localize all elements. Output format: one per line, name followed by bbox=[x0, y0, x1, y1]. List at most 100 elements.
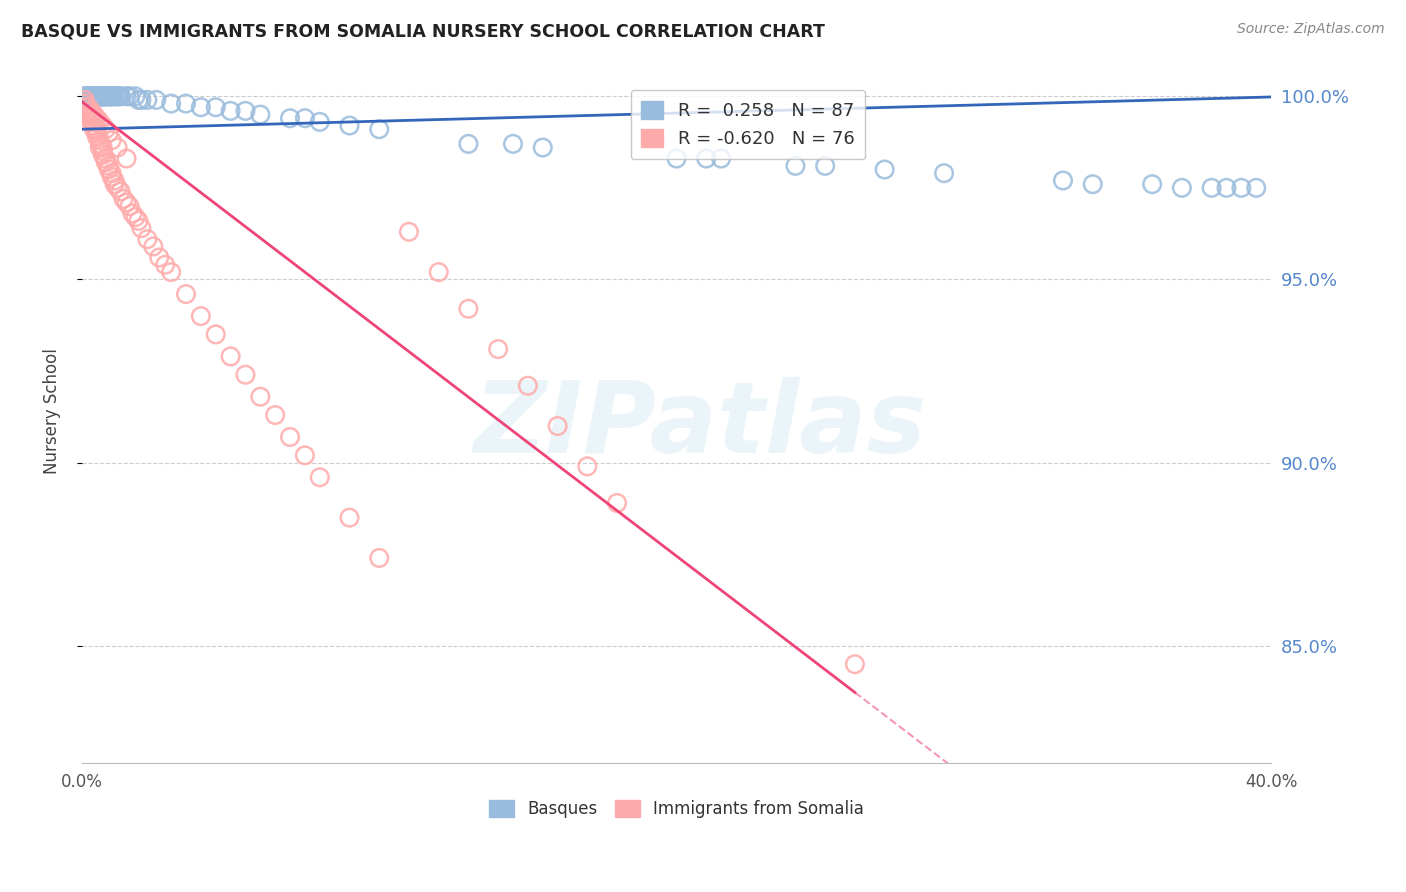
Point bbox=[235, 368, 257, 382]
Point bbox=[91, 148, 114, 162]
Point bbox=[83, 122, 105, 136]
Point bbox=[80, 89, 103, 103]
Point bbox=[86, 89, 108, 103]
Point bbox=[136, 232, 159, 246]
Point bbox=[94, 89, 117, 103]
Point bbox=[516, 378, 538, 392]
Point bbox=[174, 287, 197, 301]
Point bbox=[104, 173, 127, 187]
Point bbox=[80, 112, 103, 126]
Point bbox=[97, 89, 120, 103]
Point bbox=[107, 140, 129, 154]
Point bbox=[1215, 181, 1237, 195]
Point bbox=[160, 96, 183, 111]
Point bbox=[94, 89, 117, 103]
Point bbox=[89, 140, 111, 154]
Point bbox=[695, 152, 717, 166]
Point bbox=[86, 89, 108, 103]
Point bbox=[368, 550, 391, 565]
Point bbox=[100, 166, 122, 180]
Point bbox=[1201, 181, 1223, 195]
Point bbox=[118, 89, 141, 103]
Point bbox=[190, 309, 212, 323]
Point bbox=[278, 430, 301, 444]
Point bbox=[665, 152, 688, 166]
Point bbox=[83, 89, 105, 103]
Point bbox=[97, 159, 120, 173]
Text: ZIPatlas: ZIPatlas bbox=[474, 377, 927, 474]
Point bbox=[153, 258, 176, 272]
Point bbox=[486, 342, 509, 356]
Point bbox=[80, 89, 103, 103]
Point bbox=[73, 93, 96, 107]
Point bbox=[73, 100, 96, 114]
Point bbox=[86, 89, 108, 103]
Point bbox=[83, 107, 105, 121]
Point bbox=[80, 89, 103, 103]
Point bbox=[89, 89, 111, 103]
Point bbox=[97, 162, 120, 177]
Point bbox=[73, 96, 96, 111]
Point bbox=[83, 89, 105, 103]
Point bbox=[89, 136, 111, 151]
Point bbox=[80, 103, 103, 118]
Point bbox=[94, 89, 117, 103]
Point bbox=[576, 459, 599, 474]
Point bbox=[86, 122, 108, 136]
Point bbox=[80, 107, 103, 121]
Point bbox=[1081, 177, 1104, 191]
Point bbox=[100, 133, 122, 147]
Point bbox=[86, 89, 108, 103]
Point bbox=[110, 89, 132, 103]
Point bbox=[115, 89, 138, 103]
Point bbox=[94, 155, 117, 169]
Point bbox=[873, 162, 896, 177]
Point bbox=[104, 177, 127, 191]
Point bbox=[124, 89, 146, 103]
Point bbox=[264, 408, 287, 422]
Point bbox=[235, 103, 257, 118]
Point bbox=[89, 89, 111, 103]
Point bbox=[219, 103, 242, 118]
Point bbox=[398, 225, 420, 239]
Point bbox=[110, 89, 132, 103]
Point bbox=[104, 89, 127, 103]
Point bbox=[86, 126, 108, 140]
Point bbox=[91, 89, 114, 103]
Point bbox=[107, 89, 129, 103]
Point bbox=[547, 419, 569, 434]
Point bbox=[77, 89, 100, 103]
Point bbox=[249, 390, 271, 404]
Point bbox=[73, 89, 96, 103]
Point bbox=[89, 115, 111, 129]
Point bbox=[86, 89, 108, 103]
Point bbox=[204, 327, 226, 342]
Point bbox=[80, 115, 103, 129]
Point bbox=[308, 115, 330, 129]
Point bbox=[89, 89, 111, 103]
Point bbox=[97, 89, 120, 103]
Point bbox=[77, 103, 100, 118]
Point bbox=[136, 93, 159, 107]
Point bbox=[1171, 181, 1194, 195]
Point bbox=[531, 140, 554, 154]
Point bbox=[104, 89, 127, 103]
Point bbox=[160, 265, 183, 279]
Point bbox=[94, 152, 117, 166]
Point bbox=[502, 136, 524, 151]
Point bbox=[91, 119, 114, 133]
Point bbox=[844, 657, 866, 672]
Point bbox=[100, 169, 122, 184]
Point bbox=[77, 89, 100, 103]
Point bbox=[73, 89, 96, 103]
Legend: Basques, Immigrants from Somalia: Basques, Immigrants from Somalia bbox=[482, 794, 870, 825]
Point bbox=[121, 206, 143, 220]
Point bbox=[86, 112, 108, 126]
Point bbox=[77, 107, 100, 121]
Point bbox=[204, 100, 226, 114]
Point bbox=[83, 115, 105, 129]
Point bbox=[219, 350, 242, 364]
Point bbox=[1244, 181, 1267, 195]
Point bbox=[145, 93, 167, 107]
Point bbox=[89, 133, 111, 147]
